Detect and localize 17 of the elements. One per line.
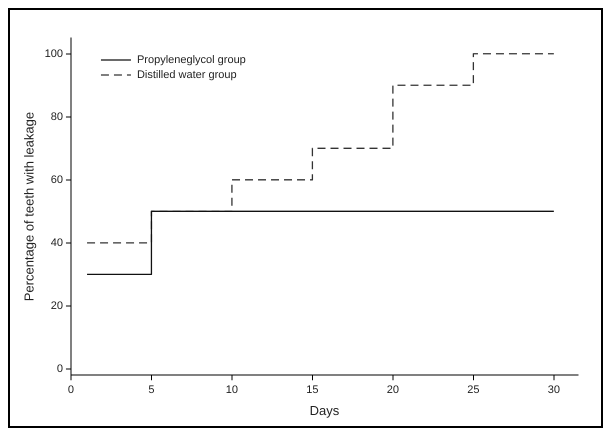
x-tick-label: 30: [548, 384, 560, 396]
x-tick-label: 25: [467, 384, 480, 396]
y-tick-label: 0: [56, 362, 63, 375]
y-tick-label: 40: [50, 236, 63, 249]
legend-label: Propyleneglycol group: [136, 54, 246, 66]
y-tick-label: 20: [50, 300, 63, 312]
x-axis-title: Days: [310, 402, 340, 418]
y-tick-label: 60: [50, 174, 63, 186]
y-tick-label: 80: [50, 110, 63, 123]
legend-label: Distilled water group: [136, 69, 237, 82]
x-tick-label: 15: [306, 384, 319, 396]
y-tick-label: 100: [44, 48, 63, 60]
x-tick-label: 20: [386, 384, 400, 396]
x-tick-label: 5: [148, 384, 154, 396]
x-tick-label: 0: [68, 384, 74, 396]
x-tick-label: 10: [226, 384, 238, 396]
y-axis-title: Percentage of teeth with leakage: [21, 112, 36, 302]
